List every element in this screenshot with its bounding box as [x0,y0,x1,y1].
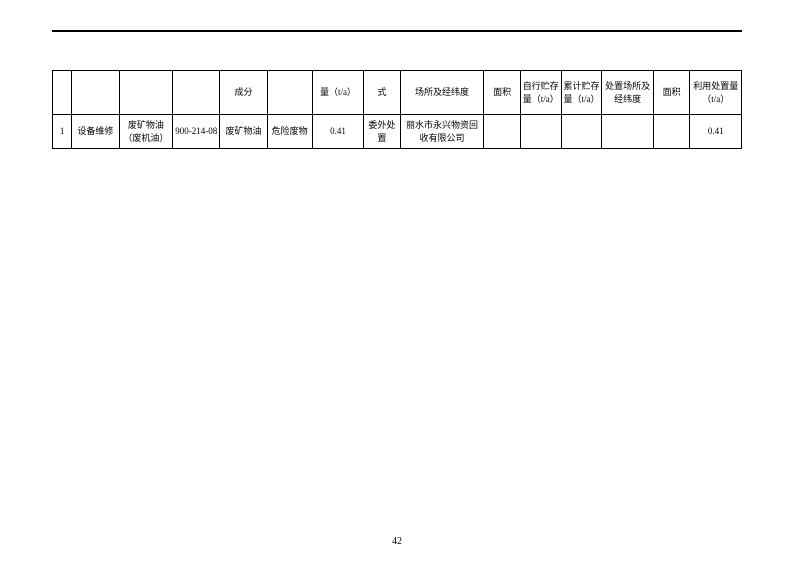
cell-source: 设备维修 [72,115,119,149]
hazardous-waste-table: 成分 量（t/a） 式 场所及经纬度 面积 自行贮存量（t/a） 累计贮存量（t… [52,70,742,149]
table-header-row: 成分 量（t/a） 式 场所及经纬度 面积 自行贮存量（t/a） 累计贮存量（t… [53,71,742,115]
cell-cumulative-storage [561,115,602,149]
col-header-location: 场所及经纬度 [400,71,484,115]
page-header-rule [52,30,742,32]
table-row: 1 设备维修 废矿物油（废机油） 900-214-08 废矿物油 危险废物 0.… [53,115,742,149]
col-header-property [267,71,312,115]
col-header-area: 面积 [484,71,520,115]
col-header-composition: 成分 [220,71,267,115]
document-page: 成分 量（t/a） 式 场所及经纬度 面积 自行贮存量（t/a） 累计贮存量（t… [0,0,794,561]
cell-area [484,115,520,149]
cell-disposal-amount: 0.41 [690,115,742,149]
col-header-disposal-location: 处置场所及经纬度 [602,71,654,115]
col-header-cumulative-storage: 累计贮存量（t/a） [561,71,602,115]
col-header-source [72,71,119,115]
col-header-amount: 量（t/a） [312,71,364,115]
cell-method: 委外处置 [364,115,400,149]
col-header-code [173,71,220,115]
col-header-disposal-area: 面积 [653,71,689,115]
col-header-disposal-amount: 利用处置量（t/a） [690,71,742,115]
cell-code: 900-214-08 [173,115,220,149]
col-header-name [119,71,173,115]
cell-composition: 废矿物油 [220,115,267,149]
page-number: 42 [0,536,794,547]
cell-index: 1 [53,115,72,149]
col-header-self-storage: 自行贮存量（t/a） [520,71,561,115]
cell-self-storage [520,115,561,149]
cell-disposal-location [602,115,654,149]
cell-amount: 0.41 [312,115,364,149]
cell-location: 丽水市永兴物资回收有限公司 [400,115,484,149]
cell-disposal-area [653,115,689,149]
col-header-index [53,71,72,115]
cell-property: 危险废物 [267,115,312,149]
col-header-method: 式 [364,71,400,115]
cell-name: 废矿物油（废机油） [119,115,173,149]
